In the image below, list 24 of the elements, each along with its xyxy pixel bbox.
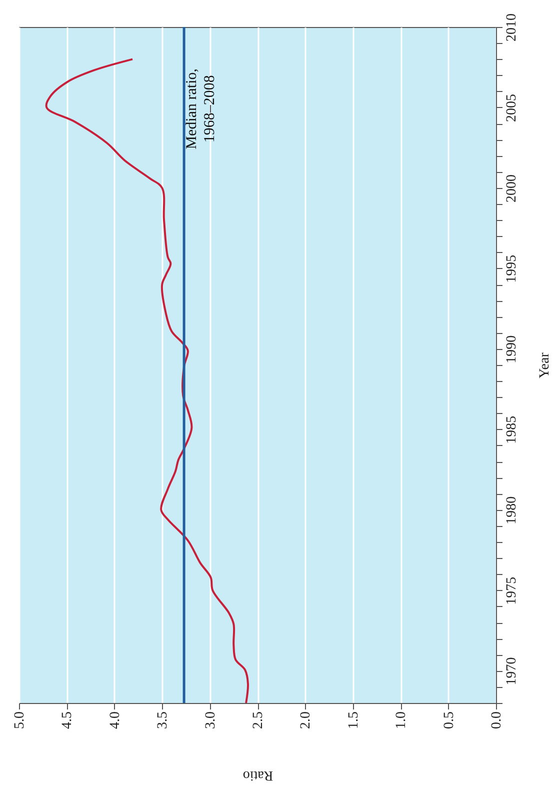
x-tick-label: 4.0: [108, 712, 123, 729]
y-tick-label: 2005: [504, 94, 520, 122]
y-tick-label: 2010: [504, 14, 520, 42]
y-tick-label: 2000: [504, 174, 520, 202]
x-tick-label: 4.5: [60, 712, 76, 729]
y-tick-label: 1970: [504, 657, 520, 686]
x-tick-label: 1.0: [394, 712, 410, 729]
x-tick-label: 2.0: [298, 712, 314, 729]
y-tick-label: 1985: [504, 416, 520, 444]
x-tick-label: 2.5: [251, 712, 266, 729]
y-tick-label: 1975: [504, 576, 520, 605]
line-series: [45, 58, 249, 704]
x-axis-title: Ratio: [242, 768, 274, 782]
x-tick-label: 0.5: [442, 712, 457, 729]
x-tick-label: 1.5: [346, 712, 362, 729]
y-tick-label: 1990: [504, 335, 520, 364]
x-tick-label: 0.0: [490, 712, 504, 729]
y-tick-label: 1980: [504, 496, 520, 524]
x-tick-label: 3.5: [156, 712, 171, 729]
ref-line-label: Median ratio, 1968–2008: [184, 68, 218, 150]
x-tick-label: 5.0: [12, 712, 28, 729]
y-axis-title: Year: [538, 352, 552, 378]
x-tick-label: 3.0: [203, 712, 218, 729]
y-tick-label: 1995: [504, 254, 520, 283]
